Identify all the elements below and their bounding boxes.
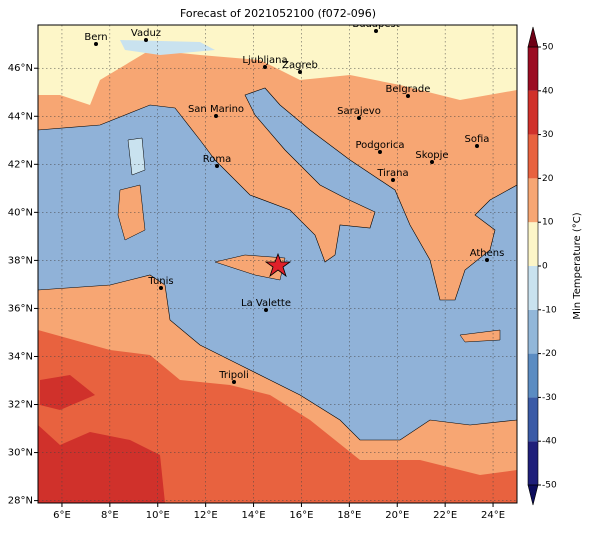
city-label: Budapest xyxy=(352,19,399,30)
city-dot xyxy=(232,380,236,384)
colorbar-tick-label: -20 xyxy=(542,349,557,359)
city-dot xyxy=(214,114,218,118)
crete xyxy=(459,329,501,343)
corsica xyxy=(127,137,146,176)
y-tick-label: 32°N xyxy=(8,400,33,411)
colorbar: -50 -40 -30 -20 -10 0 10 20 30 40 50 xyxy=(527,26,557,506)
y-tick-label: 46°N xyxy=(8,63,33,74)
city-label: Podgorica xyxy=(355,140,404,151)
colorbar-segment xyxy=(528,178,538,223)
city-dot xyxy=(144,38,148,42)
colorbar-tick-label: 30 xyxy=(542,130,554,140)
colorbar-label: Min Temperature (°C) xyxy=(572,212,583,319)
y-tick-label: 34°N xyxy=(8,351,33,362)
city-label: Tirana xyxy=(376,168,408,179)
map-frame xyxy=(37,24,518,504)
colorbar-under xyxy=(527,484,539,506)
colorbar-tick-label: -10 xyxy=(542,305,557,315)
x-tick-label: 10°E xyxy=(146,510,170,521)
colorbar-segment xyxy=(528,134,538,179)
city-dot xyxy=(159,286,163,290)
map-title: Forecast of 2021052100 (f072-096) xyxy=(180,7,376,20)
colorbar-segment xyxy=(528,397,538,442)
x-tick-label: 20°E xyxy=(385,510,409,521)
colorbar-tick-label: 10 xyxy=(542,218,554,228)
city-dot xyxy=(374,29,378,33)
city-label: Roma xyxy=(203,154,232,165)
city-label: Tunis xyxy=(147,276,173,287)
y-tick-label: 30°N xyxy=(8,448,33,459)
y-tick-label: 36°N xyxy=(8,303,33,314)
colorbar-tick-label: 50 xyxy=(542,43,554,53)
city-dot xyxy=(406,94,410,98)
city-label: Bern xyxy=(84,32,107,43)
axes: 6°E 8°E 10°E 12°E 14°E 16°E 18°E 20°E 22°E 24°E 28… xyxy=(8,63,505,521)
x-tick-label: 12°E xyxy=(194,510,218,521)
colorbar-tick-label: 20 xyxy=(542,174,554,184)
y-tick-label: 42°N xyxy=(8,159,33,170)
hot-zone xyxy=(40,375,95,410)
city-dot xyxy=(298,70,302,74)
city-label: Belgrade xyxy=(386,84,431,95)
x-tick-label: 16°E xyxy=(289,510,313,521)
colorbar-over xyxy=(527,26,539,48)
city-dot xyxy=(357,116,361,120)
colorbar-segment xyxy=(528,47,538,91)
city-label: Zagreb xyxy=(282,60,318,71)
city-dot xyxy=(391,178,395,182)
colorbar-tick-label: -40 xyxy=(542,437,557,447)
colorbar-tick-label: 0 xyxy=(542,262,548,272)
y-tick-label: 28°N xyxy=(8,496,33,507)
colorbar-tick-label: 40 xyxy=(542,86,554,96)
city-dot xyxy=(94,42,98,46)
x-tick-label: 6°E xyxy=(53,510,71,521)
colorbar-tick-label: -30 xyxy=(542,393,557,403)
colorbar-segment xyxy=(528,353,538,398)
highlight-star xyxy=(264,252,292,278)
y-tick-label: 38°N xyxy=(8,255,33,266)
city-label: Sarajevo xyxy=(337,106,381,117)
city-dot xyxy=(430,160,434,164)
city-dot xyxy=(378,150,382,154)
colorbar-segment xyxy=(528,441,538,485)
hot-zone xyxy=(38,425,165,503)
city-label: Vaduz xyxy=(131,28,161,39)
city-label: San Marino xyxy=(188,104,244,115)
colorbar-segment xyxy=(528,266,538,310)
city-label: Athens xyxy=(470,248,505,259)
city-label: Skopje xyxy=(415,150,448,161)
colorbar-segment xyxy=(528,90,538,135)
colorbar-tick-label: -50 xyxy=(542,481,557,491)
city-dot xyxy=(263,65,267,69)
city-label: La Valette xyxy=(241,298,291,309)
city-dot xyxy=(485,258,489,262)
x-tick-label: 8°E xyxy=(101,510,119,521)
city-dot xyxy=(475,144,479,148)
city-label: Sofia xyxy=(465,134,490,145)
x-tick-label: 24°E xyxy=(481,510,505,521)
x-tick-label: 22°E xyxy=(433,510,457,521)
city-label: Ljubljana xyxy=(242,55,287,66)
x-tick-label: 14°E xyxy=(242,510,266,521)
city-dot xyxy=(215,164,219,168)
city-dot xyxy=(264,308,268,312)
colorbar-segment xyxy=(528,222,538,266)
colorbar-segment xyxy=(528,309,538,354)
x-tick-label: 18°E xyxy=(337,510,361,521)
y-tick-label: 40°N xyxy=(8,207,33,218)
alps-cold xyxy=(120,40,215,55)
city-label: Tripoli xyxy=(218,370,249,381)
y-tick-label: 44°N xyxy=(8,111,33,122)
